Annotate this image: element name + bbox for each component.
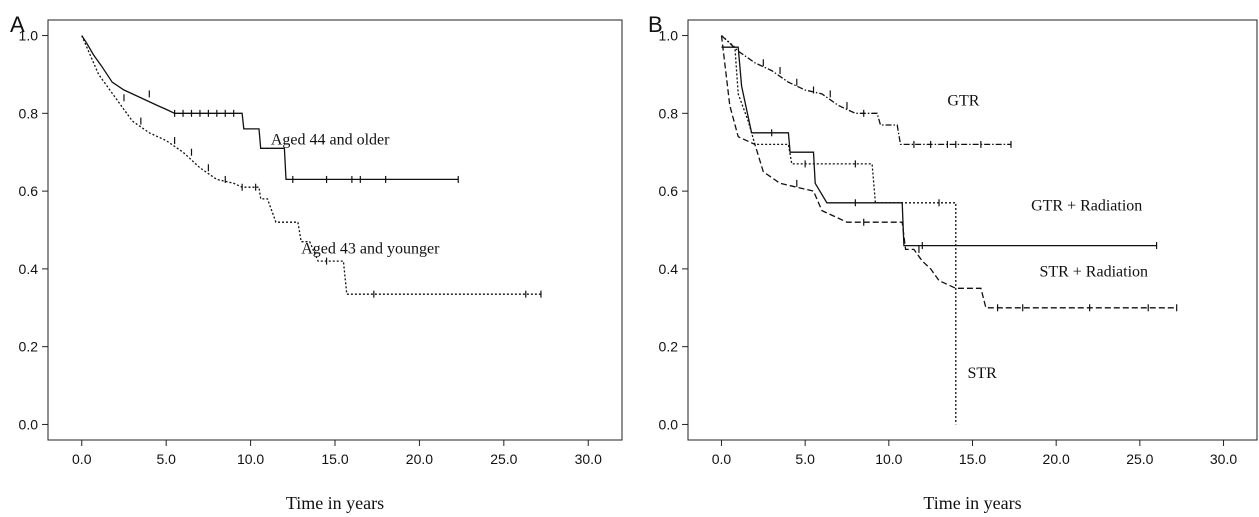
series-label: GTR xyxy=(947,93,979,110)
y-tick-label: 0.8 xyxy=(19,105,39,121)
x-tick-label: 20.0 xyxy=(1043,451,1070,467)
survival-curve xyxy=(81,35,459,181)
series-label: GTR + Radiation xyxy=(1031,198,1142,215)
x-tick-label: 10.0 xyxy=(237,451,264,467)
y-tick-label: 0.0 xyxy=(659,416,679,432)
series-label: Aged 44 and older xyxy=(271,131,390,148)
plot-frame xyxy=(47,19,623,441)
series-gtr-radiation: GTR + Radiation xyxy=(721,46,1158,250)
x-tick-label: 5.0 xyxy=(795,451,815,467)
survival-curve xyxy=(721,35,1011,146)
x-tick-label: 25.0 xyxy=(1126,451,1153,467)
y-tick-label: 0.6 xyxy=(659,183,679,199)
x-tick-label: 0.0 xyxy=(712,451,732,467)
panel-b: B 0.0 5.0 10.0 15.0 20.0 25.0 30.0 0.0 0.2 0.4 0.6 0… xyxy=(648,12,1258,513)
y-tick-label: 1.0 xyxy=(659,28,679,44)
y-tick-label: 0.0 xyxy=(19,416,39,432)
survival-curve xyxy=(721,35,957,425)
series-str: STR xyxy=(721,35,997,425)
series-aged-44-and-older: Aged 44 and older xyxy=(81,35,459,183)
y-tick-label: 0.2 xyxy=(19,339,39,355)
panel-a: A 0.0 5.0 10.0 15.0 20.0 25.0 30.0 0.0 0.2 0.4 0.6 0… xyxy=(10,12,623,513)
panel-label: B xyxy=(648,12,663,37)
series-gtr: GTR xyxy=(721,35,1012,148)
x-tick-label: 10.0 xyxy=(875,451,902,467)
series-label: Aged 43 and younger xyxy=(301,240,440,257)
y-tick-label: 0.4 xyxy=(659,261,679,277)
x-tick-label: 15.0 xyxy=(321,451,348,467)
x-tick-label: 5.0 xyxy=(156,451,176,467)
series-str-radiation: STR + Radiation xyxy=(720,35,1178,312)
x-tick-label: 30.0 xyxy=(575,451,602,467)
y-tick-label: 0.8 xyxy=(659,105,679,121)
x-tick-label: 15.0 xyxy=(959,451,986,467)
series-label: STR xyxy=(967,365,997,382)
x-tick-label: 30.0 xyxy=(1210,451,1237,467)
x-axis-label: Time in years xyxy=(286,493,384,513)
panel-label: A xyxy=(10,12,25,37)
x-tick-label: 20.0 xyxy=(406,451,433,467)
series-aged-43-and-younger: Aged 43 and younger xyxy=(81,35,542,298)
y-tick-label: 0.2 xyxy=(659,339,679,355)
x-axis-label: Time in years xyxy=(923,493,1021,513)
series-label: STR + Radiation xyxy=(1039,264,1148,281)
survival-curve xyxy=(721,46,1157,247)
y-tick-label: 1.0 xyxy=(19,28,39,44)
y-tick-label: 0.6 xyxy=(19,183,39,199)
x-tick-label: 0.0 xyxy=(72,451,92,467)
y-tick-label: 0.4 xyxy=(19,261,39,277)
x-tick-label: 25.0 xyxy=(490,451,517,467)
